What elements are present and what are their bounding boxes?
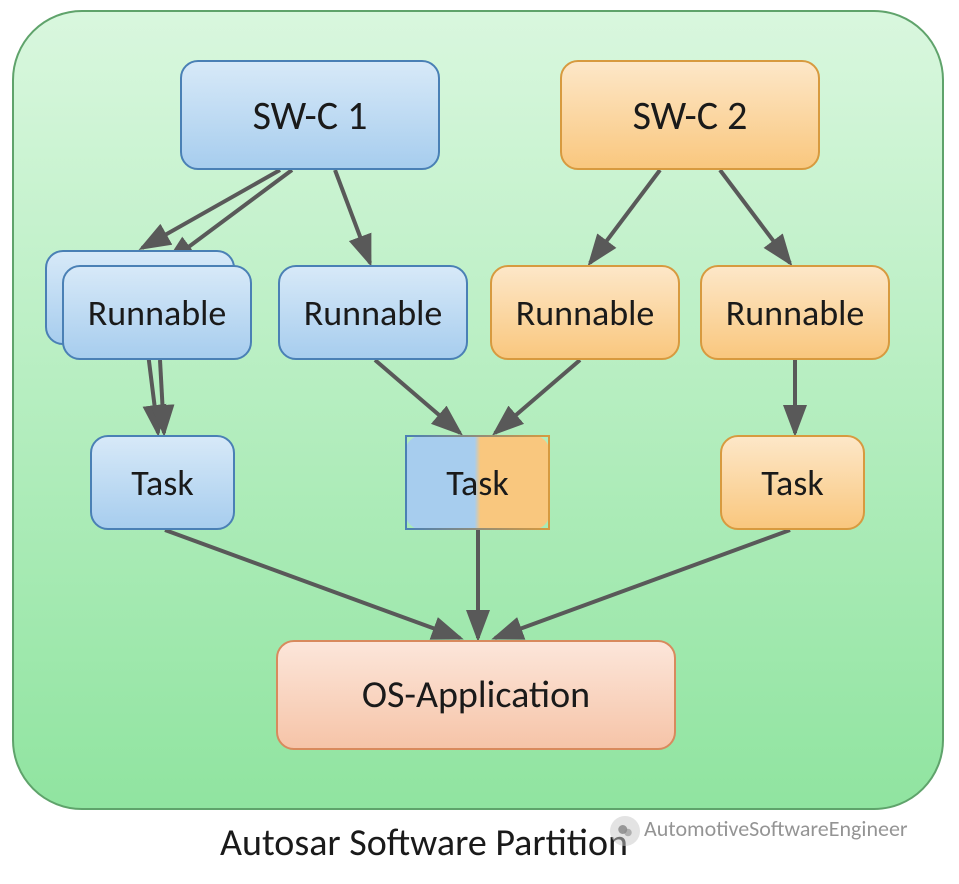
node-run4-label: Runnable	[726, 291, 865, 335]
node-task1: Task	[90, 435, 235, 530]
node-run2: Runnable	[278, 265, 468, 360]
watermark-text: AutomotiveSoftwareEngineer	[644, 815, 908, 842]
node-task3: Task	[720, 435, 865, 530]
node-task2-label: Task	[446, 461, 508, 505]
node-run3: Runnable	[490, 265, 680, 360]
node-swc2-label: SW-C 2	[633, 91, 748, 140]
node-task1-label: Task	[131, 461, 193, 505]
diagram-canvas: SW-C 1 SW-C 2 Runnable Runnable Runnable Runn…	[0, 0, 959, 884]
node-swc1: SW-C 1	[180, 60, 440, 170]
node-swc1-label: SW-C 1	[253, 91, 368, 140]
node-run2-label: Runnable	[304, 291, 443, 335]
watermark: AutomotiveSoftwareEngineer	[610, 815, 908, 846]
wechat-icon	[610, 816, 640, 846]
node-run1-label: Runnable	[88, 291, 227, 335]
node-task2: Task	[405, 435, 550, 530]
node-run3-label: Runnable	[516, 291, 655, 335]
node-swc2: SW-C 2	[560, 60, 820, 170]
node-osapp: OS-Application	[276, 640, 676, 750]
partition-title: Autosar Software Partition	[220, 820, 628, 866]
node-run4: Runnable	[700, 265, 890, 360]
node-run1: Runnable	[62, 265, 252, 360]
node-osapp-label: OS-Application	[362, 672, 590, 718]
node-task3-label: Task	[761, 461, 823, 505]
